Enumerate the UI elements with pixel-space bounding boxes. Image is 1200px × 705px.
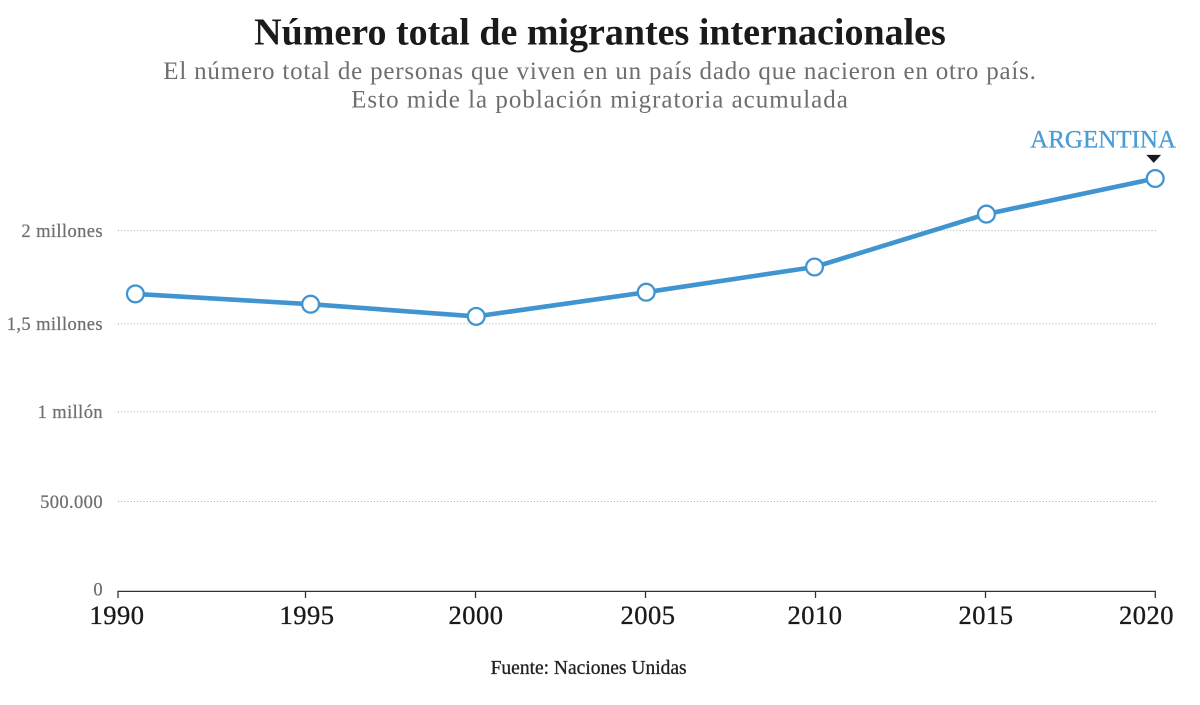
- svg-text:ARGENTINA: ARGENTINA: [1030, 127, 1176, 154]
- svg-text:Esto mide la población migrato: Esto mide la población migratoria acumul…: [351, 87, 849, 114]
- svg-text:2005: 2005: [621, 600, 676, 630]
- svg-text:Número total de migrantes inte: Número total de migrantes internacionale…: [254, 12, 946, 54]
- svg-text:1,5 millones: 1,5 millones: [7, 315, 103, 335]
- svg-text:0: 0: [93, 580, 103, 600]
- svg-text:1995: 1995: [280, 600, 335, 630]
- svg-text:Fuente: Naciones Unidas: Fuente: Naciones Unidas: [491, 658, 687, 679]
- svg-text:El número total de personas qu: El número total de personas que viven en…: [163, 58, 1036, 85]
- svg-text:1990: 1990: [90, 600, 145, 630]
- svg-text:500.000: 500.000: [40, 493, 103, 513]
- svg-text:2 millones: 2 millones: [21, 222, 103, 242]
- svg-text:2010: 2010: [788, 600, 843, 630]
- svg-text:1 millón: 1 millón: [38, 403, 103, 423]
- svg-text:2015: 2015: [959, 600, 1014, 630]
- svg-text:2020: 2020: [1119, 600, 1174, 630]
- svg-text:2000: 2000: [449, 600, 504, 630]
